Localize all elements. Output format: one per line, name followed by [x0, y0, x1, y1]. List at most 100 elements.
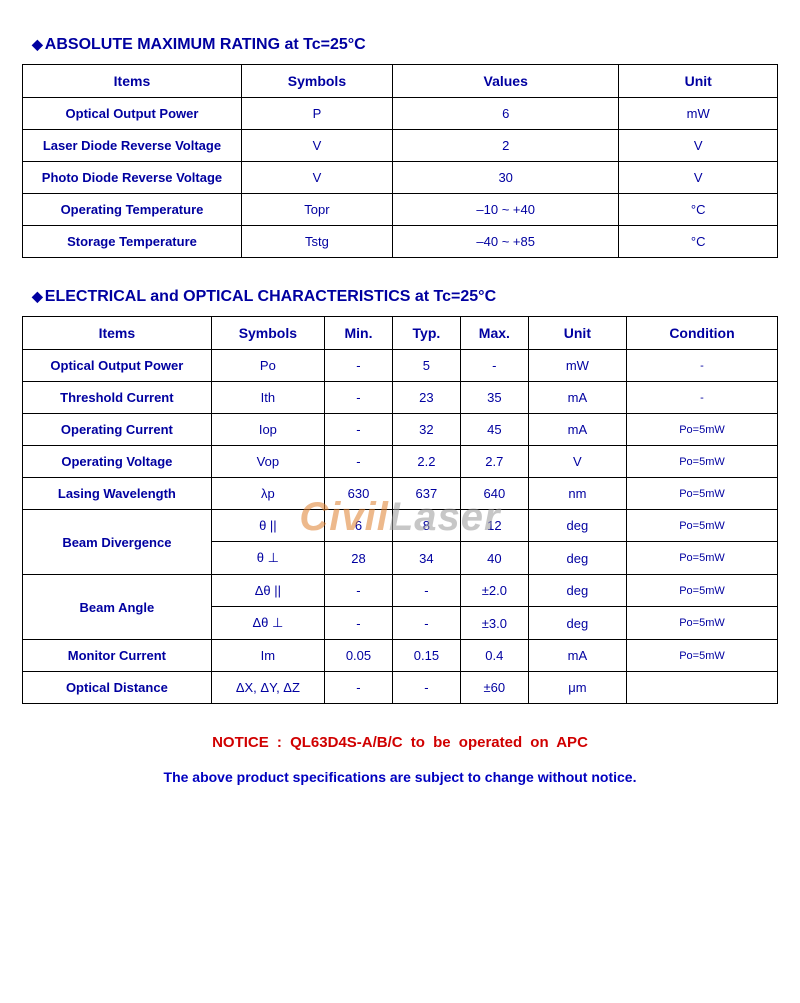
- cell-unit: mA: [528, 640, 626, 672]
- cell-value: 6: [392, 98, 619, 130]
- section1-title-text: ABSOLUTE MAXIMUM RATING at Tc=25°C: [45, 36, 366, 53]
- table-row: Operating CurrentIop-3245mAPo=5mW: [23, 414, 778, 446]
- col-max: Max.: [460, 317, 528, 350]
- cell-symbol: P: [241, 98, 392, 130]
- cell-item: Optical Output Power: [23, 98, 242, 130]
- section2-title: ◆ELECTRICAL and OPTICAL CHARACTERISTICS …: [32, 288, 780, 306]
- cell-unit: mA: [528, 414, 626, 446]
- cell-max: -: [460, 350, 528, 382]
- cell-symbol: Iop: [211, 414, 324, 446]
- cell-item: Laser Diode Reverse Voltage: [23, 130, 242, 162]
- cell-cond: Po=5mW: [626, 575, 777, 607]
- col-values: Values: [392, 65, 619, 98]
- cell-symbol: V: [241, 130, 392, 162]
- cell-max: 12: [460, 510, 528, 542]
- cell-unit: μm: [528, 672, 626, 704]
- cell-unit: mW: [619, 98, 778, 130]
- cell-max: 35: [460, 382, 528, 414]
- table-row: Optical Output PowerPo-5-mW-: [23, 350, 778, 382]
- cell-unit: V: [619, 162, 778, 194]
- col-unit: Unit: [619, 65, 778, 98]
- cell-item: Operating Temperature: [23, 194, 242, 226]
- footer-text: The above product specifications are sub…: [20, 769, 780, 785]
- cell-item: Threshold Current: [23, 382, 212, 414]
- col-unit: Unit: [528, 317, 626, 350]
- table-row: Photo Diode Reverse VoltageV30V: [23, 162, 778, 194]
- cell-unit: °C: [619, 194, 778, 226]
- table-row: Lasing Wavelengthλp630637640nmPo=5mW: [23, 478, 778, 510]
- table-row: Operating TemperatureTopr–10 ~ +40°C: [23, 194, 778, 226]
- cell-min: -: [325, 382, 393, 414]
- cell-symbol: Δθ ⊥: [211, 607, 324, 640]
- cell-typ: 23: [392, 382, 460, 414]
- cell-cond: -: [626, 350, 777, 382]
- cell-item: Lasing Wavelength: [23, 478, 212, 510]
- cell-symbol: λp: [211, 478, 324, 510]
- cell-cond: Po=5mW: [626, 446, 777, 478]
- cell-min: -: [325, 607, 393, 640]
- diamond-icon: ◆: [32, 36, 43, 52]
- cell-typ: 5: [392, 350, 460, 382]
- cell-item: Beam Angle: [23, 575, 212, 640]
- col-items: Items: [23, 65, 242, 98]
- cell-unit: °C: [619, 226, 778, 258]
- table-row: Optical Output PowerP6mW: [23, 98, 778, 130]
- table-row: Beam Divergenceθ ||6812degPo=5mW: [23, 510, 778, 542]
- cell-typ: -: [392, 575, 460, 607]
- cell-min: -: [325, 672, 393, 704]
- cell-item: Beam Divergence: [23, 510, 212, 575]
- cell-min: 0.05: [325, 640, 393, 672]
- cell-unit: deg: [528, 575, 626, 607]
- cell-cond: Po=5mW: [626, 607, 777, 640]
- cell-cond: Po=5mW: [626, 478, 777, 510]
- cell-cond: Po=5mW: [626, 542, 777, 575]
- cell-symbol: Topr: [241, 194, 392, 226]
- col-condition: Condition: [626, 317, 777, 350]
- cell-item: Operating Voltage: [23, 446, 212, 478]
- cell-unit: deg: [528, 607, 626, 640]
- cell-symbol: ΔX, ΔY, ΔZ: [211, 672, 324, 704]
- cell-max: 45: [460, 414, 528, 446]
- cell-min: 28: [325, 542, 393, 575]
- cell-value: 2: [392, 130, 619, 162]
- cell-symbol: Vop: [211, 446, 324, 478]
- cell-typ: 2.2: [392, 446, 460, 478]
- cell-min: -: [325, 575, 393, 607]
- cell-min: -: [325, 414, 393, 446]
- cell-typ: 8: [392, 510, 460, 542]
- table-row: Operating VoltageVop-2.22.7VPo=5mW: [23, 446, 778, 478]
- cell-symbol: Im: [211, 640, 324, 672]
- cell-item: Photo Diode Reverse Voltage: [23, 162, 242, 194]
- notice-text: NOTICE : QL63D4S-A/B/C to be operated on…: [20, 734, 780, 751]
- cell-max: ±2.0: [460, 575, 528, 607]
- cell-max: 0.4: [460, 640, 528, 672]
- cell-item: Optical Output Power: [23, 350, 212, 382]
- section1-title: ◆ABSOLUTE MAXIMUM RATING at Tc=25°C: [32, 36, 780, 54]
- table-row: Beam AngleΔθ ||--±2.0degPo=5mW: [23, 575, 778, 607]
- cell-symbol: V: [241, 162, 392, 194]
- cell-symbol: Ith: [211, 382, 324, 414]
- col-symbols: Symbols: [241, 65, 392, 98]
- table-row: Storage TemperatureTstg–40 ~ +85°C: [23, 226, 778, 258]
- col-typ: Typ.: [392, 317, 460, 350]
- cell-symbol: Tstg: [241, 226, 392, 258]
- cell-max: 40: [460, 542, 528, 575]
- table-header-row: Items Symbols Values Unit: [23, 65, 778, 98]
- cell-typ: 637: [392, 478, 460, 510]
- table-row: Monitor CurrentIm0.050.150.4mAPo=5mW: [23, 640, 778, 672]
- cell-item: Operating Current: [23, 414, 212, 446]
- cell-unit: nm: [528, 478, 626, 510]
- cell-cond: Po=5mW: [626, 414, 777, 446]
- table-row: Optical DistanceΔX, ΔY, ΔZ--±60μm: [23, 672, 778, 704]
- col-items: Items: [23, 317, 212, 350]
- cell-cond: [626, 672, 777, 704]
- cell-value: –10 ~ +40: [392, 194, 619, 226]
- cell-max: 640: [460, 478, 528, 510]
- cell-symbol: Δθ ||: [211, 575, 324, 607]
- cell-typ: 32: [392, 414, 460, 446]
- col-symbols: Symbols: [211, 317, 324, 350]
- cell-typ: 34: [392, 542, 460, 575]
- cell-max: 2.7: [460, 446, 528, 478]
- cell-min: -: [325, 446, 393, 478]
- cell-unit: mA: [528, 382, 626, 414]
